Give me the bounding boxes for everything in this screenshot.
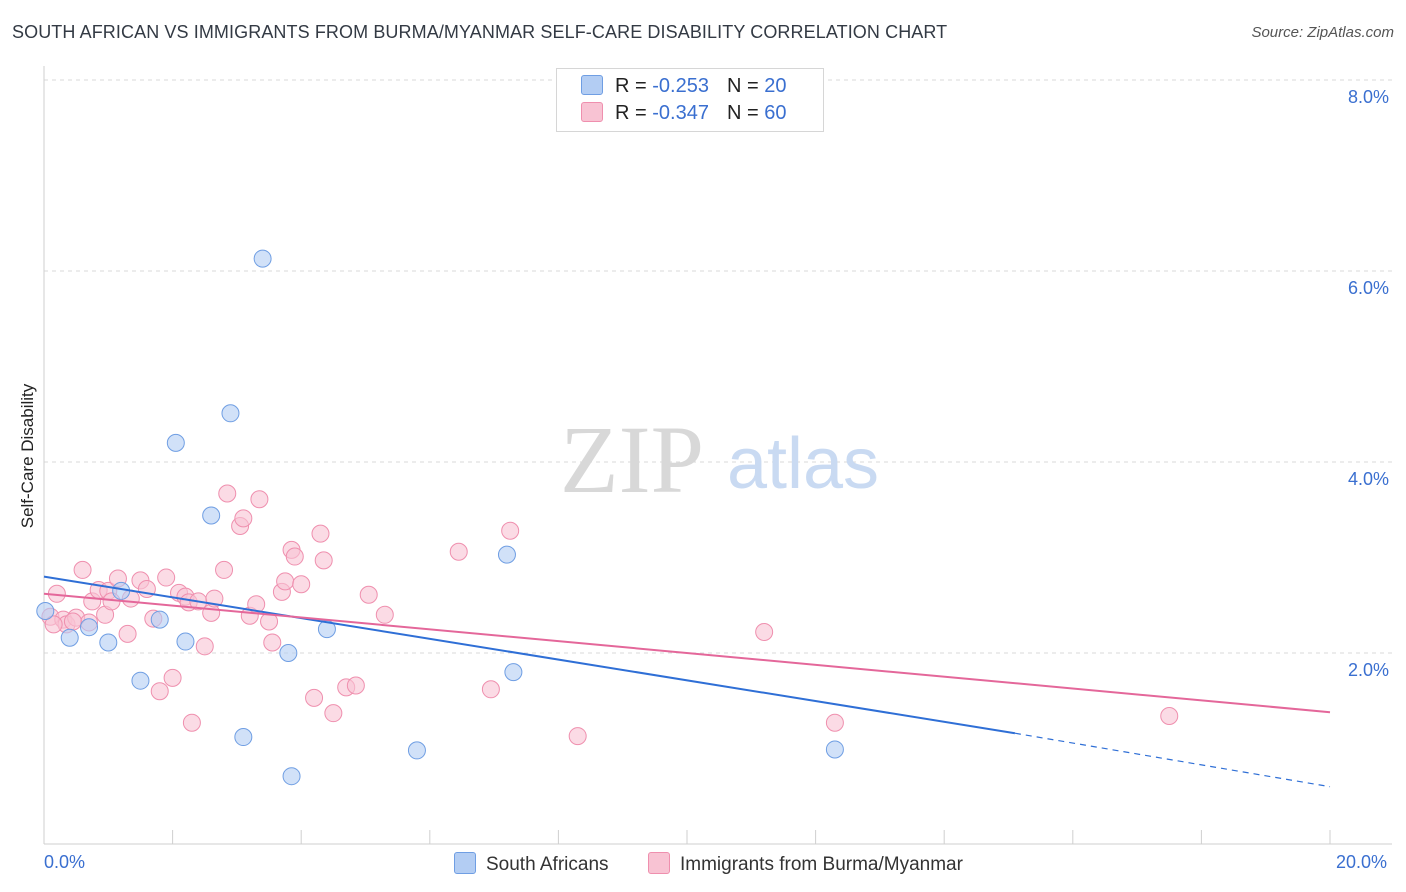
legend-swatch-pink xyxy=(581,102,603,122)
burma-point xyxy=(324,704,343,723)
burma-point xyxy=(263,633,282,652)
series-burma-points xyxy=(41,484,1179,746)
south-africans-point xyxy=(497,545,516,564)
south-africans-point xyxy=(279,644,298,662)
stats-legend: R = -0.253 N = 20 R = -0.347 N = 60 xyxy=(556,68,824,132)
burma-point xyxy=(568,727,587,746)
bottom-legend-south-africans: South Africans xyxy=(454,852,609,876)
bottom-legend-swatch-blue xyxy=(454,852,476,874)
burma-point xyxy=(311,524,330,543)
south-africans-point xyxy=(234,728,253,747)
burma-point xyxy=(1160,707,1179,726)
legend-r-value: -0.253 xyxy=(652,75,709,97)
burma-point xyxy=(182,713,201,732)
legend-n-label: N = xyxy=(726,75,765,97)
burma-point xyxy=(73,560,92,579)
bottom-legend-label: South Africans xyxy=(486,854,609,875)
bottom-legend-burma: Immigrants from Burma/Myanmar xyxy=(648,852,963,876)
series-south-africans-points xyxy=(36,249,844,786)
burma-point xyxy=(375,605,394,624)
legend-n-label: N = xyxy=(726,102,765,124)
south-africans-point xyxy=(60,628,79,647)
south-africans-point xyxy=(36,601,55,620)
burma-point xyxy=(163,668,182,687)
chart-title: SOUTH AFRICAN VS IMMIGRANTS FROM BURMA/M… xyxy=(12,22,948,42)
burma-point xyxy=(481,680,500,699)
trend-lines xyxy=(43,575,1331,788)
burma-point xyxy=(157,568,176,587)
source-credit: Source: ZipAtlas.com xyxy=(1251,24,1394,41)
south-africans-point xyxy=(282,767,301,786)
legend-row-south-africans: R = -0.253 N = 20 xyxy=(581,75,786,98)
bottom-legend-label: Immigrants from Burma/Myanmar xyxy=(680,854,963,875)
burma-point xyxy=(234,509,253,528)
burma-point xyxy=(150,682,169,701)
south-africans-trend-extension xyxy=(1014,732,1331,788)
axes xyxy=(43,66,1392,845)
bottom-legend-swatch-pink xyxy=(648,852,670,874)
burma-point xyxy=(359,585,378,604)
gridlines xyxy=(44,79,1392,654)
south-africans-point xyxy=(166,433,185,452)
burma-point xyxy=(118,624,137,643)
watermark-atlas: atlas xyxy=(727,424,879,504)
south-africans-point xyxy=(407,741,426,760)
burma-point xyxy=(44,615,63,634)
burma-point xyxy=(292,575,311,594)
watermark: ZIP atlas xyxy=(560,406,879,513)
y-tick-8: 8.0% xyxy=(1348,87,1390,107)
south-africans-point xyxy=(150,610,169,629)
south-africans-point xyxy=(221,404,240,423)
south-africans-point xyxy=(80,618,99,637)
legend-swatch-blue xyxy=(581,75,603,95)
burma-point xyxy=(449,542,468,561)
south-africans-point xyxy=(202,506,221,525)
south-africans-point xyxy=(99,633,118,652)
burma-point xyxy=(285,547,304,566)
legend-r-value: -0.347 xyxy=(652,102,709,124)
burma-point xyxy=(250,490,269,509)
burma-point xyxy=(346,676,365,695)
burma-trend-line xyxy=(43,592,1331,714)
south-africans-trend-line xyxy=(43,575,1016,735)
y-tick-6: 6.0% xyxy=(1348,278,1390,298)
south-africans-point xyxy=(253,249,272,268)
y-tick-2: 2.0% xyxy=(1348,660,1390,680)
burma-point xyxy=(755,622,774,641)
burma-point xyxy=(218,484,237,503)
south-africans-point xyxy=(176,632,195,651)
burma-point xyxy=(314,551,333,570)
legend-row-burma: R = -0.347 N = 60 xyxy=(581,102,786,125)
burma-point xyxy=(276,572,295,591)
legend-r-label: R = xyxy=(615,75,653,97)
y-axis-label: Self-Care Disability xyxy=(18,383,37,529)
watermark-zip: ZIP xyxy=(560,406,704,513)
legend-n-value: 60 xyxy=(764,102,787,124)
burma-point xyxy=(825,713,844,732)
burma-point xyxy=(215,560,234,579)
burma-point xyxy=(63,612,82,631)
burma-point xyxy=(195,637,214,656)
south-africans-point xyxy=(504,663,523,682)
burma-point xyxy=(305,688,324,707)
south-africans-point xyxy=(825,740,844,759)
x-tick-min: 0.0% xyxy=(44,852,86,872)
legend-r-label: R = xyxy=(615,102,653,124)
burma-point xyxy=(501,521,520,540)
x-tick-max: 20.0% xyxy=(1336,852,1388,872)
y-tick-4: 4.0% xyxy=(1348,469,1390,489)
legend-n-value: 20 xyxy=(764,75,787,97)
south-africans-point xyxy=(131,671,150,690)
